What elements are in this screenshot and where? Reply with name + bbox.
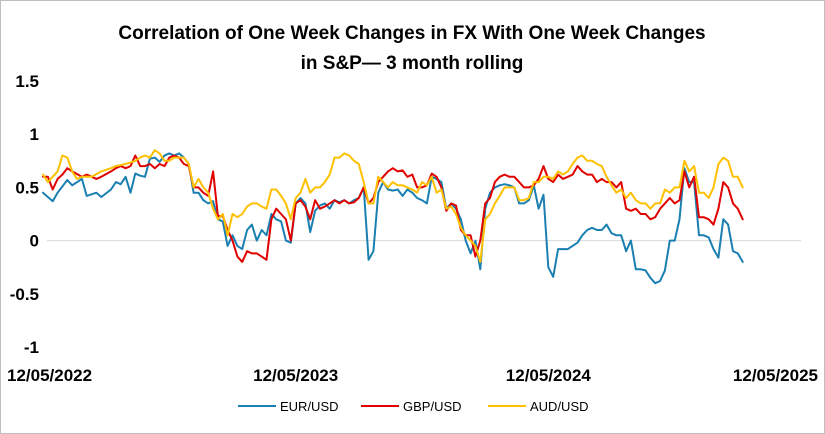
- y-tick-label: -1: [24, 338, 39, 357]
- y-tick-label: 1: [30, 125, 39, 144]
- legend: EUR/USD GBP/USD AUD/USD: [238, 399, 589, 414]
- chart-title-line-2: in S&P— 3 month rolling: [301, 53, 524, 74]
- chart-title-line-1: Correlation of One Week Changes in FX Wi…: [118, 23, 705, 44]
- series-line-eur-usd: [42, 152, 744, 285]
- series-group: [42, 149, 744, 285]
- y-tick-label: 0: [30, 232, 39, 251]
- y-axis-labels: 1.5 1 0.5 0 -0.5 -1: [10, 72, 39, 357]
- x-tick-label: 12/05/2025: [733, 366, 818, 385]
- chart-title: Correlation of One Week Changes in FX Wi…: [118, 23, 705, 74]
- series-line-aud-usd: [42, 149, 744, 263]
- x-tick-label: 12/05/2022: [7, 366, 92, 385]
- legend-label-gbp-usd: GBP/USD: [403, 399, 462, 414]
- x-axis-labels: 12/05/2022 12/05/2023 12/05/2024 12/05/2025: [7, 366, 818, 385]
- y-tick-label: -0.5: [10, 285, 39, 304]
- series-line-gbp-usd: [42, 154, 744, 263]
- y-tick-label: 0.5: [15, 178, 39, 197]
- legend-label-aud-usd: AUD/USD: [530, 399, 589, 414]
- y-tick-label: 1.5: [15, 72, 39, 91]
- x-tick-label: 12/05/2023: [253, 366, 338, 385]
- legend-label-eur-usd: EUR/USD: [280, 399, 339, 414]
- x-tick-label: 12/05/2024: [506, 366, 592, 385]
